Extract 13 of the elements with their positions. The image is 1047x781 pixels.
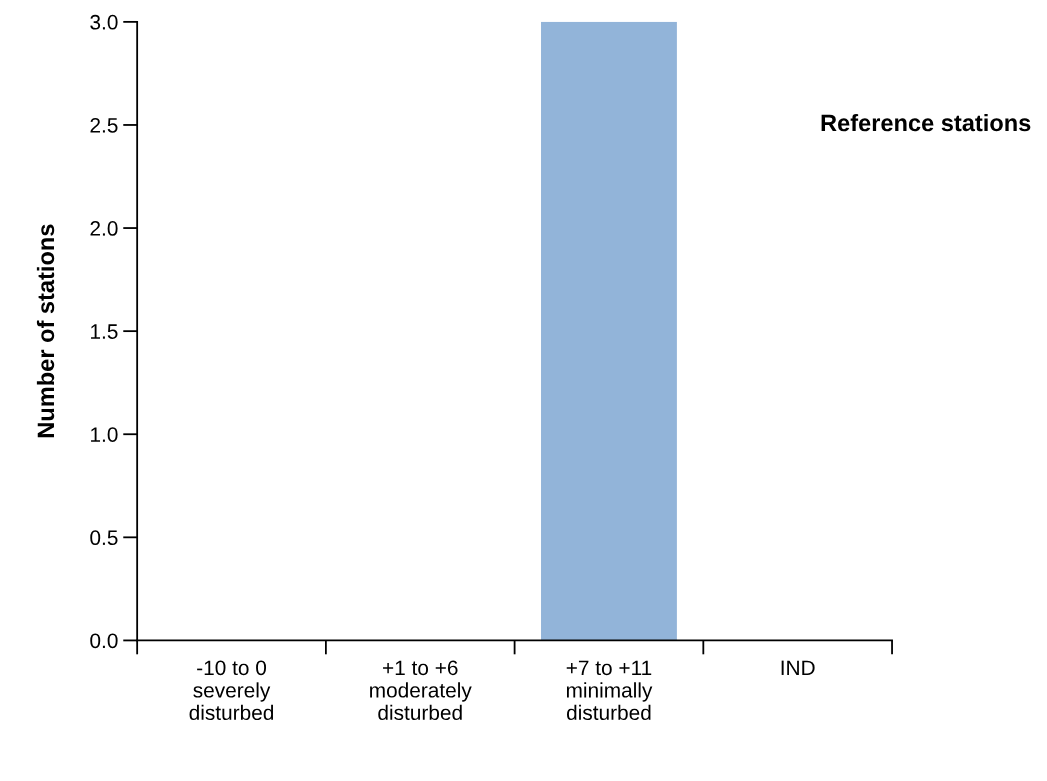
y-tick-label: 1.5 [91,324,118,339]
y-tick-label: 1.0 [91,427,118,442]
y-tick-label: 2.0 [90,221,118,236]
x-tick-label: IND [781,660,815,675]
y-axis-title: Number of stations [36,224,55,438]
x-tick-label: +1 to +6 moderately disturbed [370,660,472,721]
y-tick-label: 2.5 [90,117,118,133]
y-tick-label: 3.0 [90,14,118,30]
y-tick-label: 0.5 [90,530,118,546]
annotation: Reference stations [821,113,1031,132]
y-tick-label: 0.0 [90,633,118,649]
x-tick-label: +7 to +11 minimally disturbed [566,660,653,721]
x-tick-label: -10 to 0 severely disturbed [189,660,274,721]
